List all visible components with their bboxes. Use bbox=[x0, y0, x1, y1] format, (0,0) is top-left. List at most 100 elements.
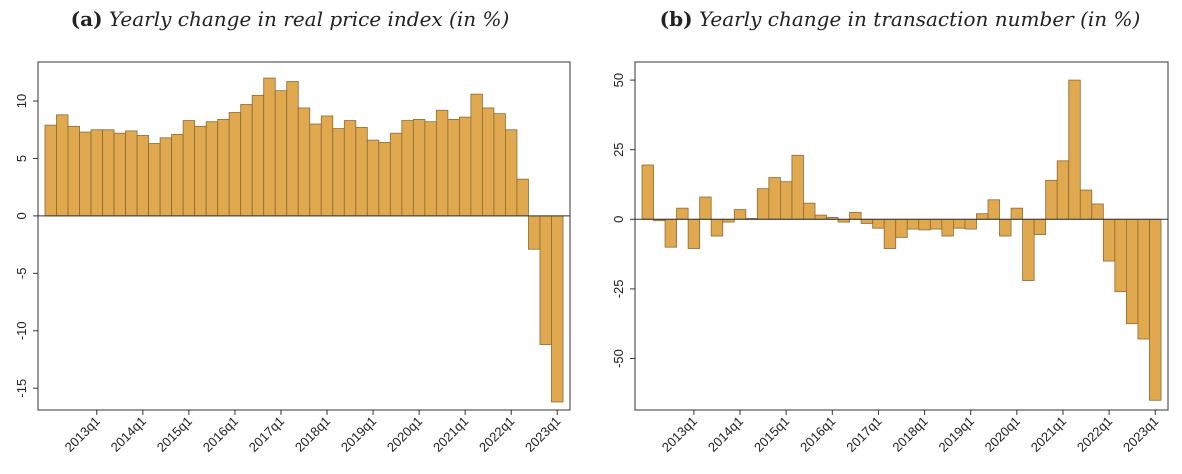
title-text: Yearly change in real price index (in %) bbox=[109, 7, 509, 31]
bar bbox=[687, 218, 701, 249]
x-tick-label: 2019q1 bbox=[936, 414, 977, 455]
bar bbox=[768, 177, 781, 220]
title-text: Yearly change in transaction number (in … bbox=[699, 7, 1140, 31]
bar bbox=[1149, 218, 1162, 401]
y-tick-label: 10 bbox=[14, 94, 29, 108]
bar bbox=[309, 123, 322, 217]
x-tick-label: 2014q1 bbox=[705, 414, 746, 455]
x-tick-label: 2020q1 bbox=[384, 414, 425, 455]
x-tick-label: 2017q1 bbox=[246, 414, 287, 455]
bar bbox=[343, 120, 357, 217]
bar bbox=[539, 215, 552, 345]
bar bbox=[699, 196, 712, 220]
bar bbox=[976, 213, 989, 220]
bar bbox=[964, 218, 977, 230]
y-tick-label: -50 bbox=[611, 349, 626, 368]
x-tick-label: 2019q1 bbox=[338, 414, 379, 455]
bar bbox=[999, 218, 1012, 237]
bar bbox=[883, 218, 897, 249]
bar bbox=[1114, 218, 1127, 293]
x-tick-label: 2021q1 bbox=[1028, 414, 1069, 455]
x-tick-label: 2017q1 bbox=[843, 414, 884, 455]
y-tick-label: -15 bbox=[14, 379, 29, 398]
bar bbox=[1079, 189, 1093, 220]
x-tick-label: 2018q1 bbox=[292, 414, 333, 455]
x-tick-label: 2015q1 bbox=[154, 414, 195, 455]
bar bbox=[297, 107, 311, 217]
bar bbox=[733, 209, 747, 220]
x-tick-label: 2023q1 bbox=[522, 414, 563, 455]
bar bbox=[803, 202, 816, 220]
bar bbox=[332, 128, 345, 217]
y-tick-label: -10 bbox=[14, 321, 29, 340]
bar bbox=[953, 218, 966, 229]
bar bbox=[79, 131, 92, 217]
panel-title: (a) Yearly change in real price index (i… bbox=[71, 7, 510, 31]
bar bbox=[1126, 218, 1139, 325]
bar bbox=[482, 107, 495, 217]
x-tick-label: 2014q1 bbox=[108, 414, 149, 455]
bar bbox=[756, 188, 770, 220]
x-tick-label: 2022q1 bbox=[1074, 414, 1115, 455]
bar bbox=[458, 116, 472, 217]
bar bbox=[1091, 203, 1104, 220]
bar bbox=[641, 164, 654, 220]
bar bbox=[240, 104, 253, 217]
bar bbox=[263, 77, 276, 217]
bar bbox=[551, 215, 564, 403]
bar bbox=[1010, 207, 1023, 220]
bar bbox=[1056, 160, 1070, 220]
y-tick-label: 0 bbox=[14, 212, 29, 219]
plot-frame bbox=[37, 61, 571, 411]
bar bbox=[205, 121, 219, 217]
bar bbox=[710, 218, 724, 237]
bar bbox=[929, 218, 943, 230]
bar bbox=[125, 130, 138, 217]
x-tick-label: 2022q1 bbox=[476, 414, 517, 455]
bar bbox=[505, 129, 518, 217]
bar bbox=[435, 109, 449, 217]
bar bbox=[814, 214, 827, 220]
bar bbox=[987, 199, 1000, 220]
x-tick-label: 2020q1 bbox=[982, 414, 1023, 455]
bar bbox=[355, 127, 368, 217]
bar bbox=[286, 81, 299, 217]
x-tick-label: 2021q1 bbox=[430, 414, 471, 455]
bar bbox=[194, 125, 207, 217]
x-tick-label: 2013q1 bbox=[62, 414, 103, 455]
bar bbox=[44, 124, 57, 217]
bar bbox=[228, 112, 242, 217]
y-tick-label: 5 bbox=[14, 155, 29, 162]
bar bbox=[676, 207, 689, 220]
bar bbox=[56, 114, 69, 217]
x-tick-label: 2016q1 bbox=[797, 414, 838, 455]
bar bbox=[895, 218, 908, 238]
panel-title: (b) Yearly change in transaction number … bbox=[660, 7, 1141, 31]
bar bbox=[401, 120, 414, 217]
bar bbox=[493, 113, 506, 217]
bar bbox=[1137, 218, 1150, 340]
x-tick-label: 2023q1 bbox=[1120, 414, 1161, 455]
bar bbox=[528, 215, 541, 250]
bar bbox=[378, 141, 391, 217]
bar bbox=[67, 125, 80, 217]
bar bbox=[424, 121, 437, 217]
bar bbox=[941, 218, 954, 237]
x-tick-label: 2015q1 bbox=[751, 414, 792, 455]
bar bbox=[217, 119, 230, 217]
bar bbox=[447, 119, 460, 217]
bar bbox=[182, 120, 196, 217]
x-tick-label: 2013q1 bbox=[659, 414, 700, 455]
bar bbox=[251, 94, 265, 217]
bar bbox=[389, 132, 403, 217]
bar bbox=[148, 143, 161, 217]
y-tick-label: -5 bbox=[14, 268, 29, 280]
bar bbox=[872, 218, 885, 229]
bar bbox=[412, 119, 426, 217]
bar bbox=[274, 90, 288, 217]
bar bbox=[1045, 179, 1058, 220]
panel-label: (b) bbox=[660, 7, 693, 31]
bar bbox=[664, 218, 677, 248]
bar bbox=[102, 129, 115, 217]
bar bbox=[1068, 79, 1081, 220]
